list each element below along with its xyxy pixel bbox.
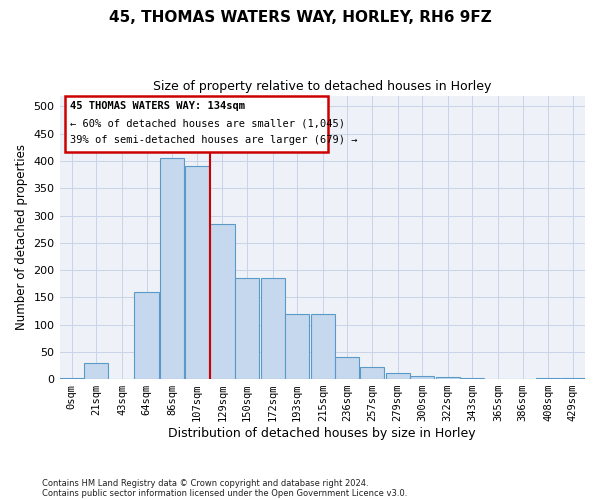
Text: 45, THOMAS WATERS WAY, HORLEY, RH6 9FZ: 45, THOMAS WATERS WAY, HORLEY, RH6 9FZ bbox=[109, 10, 491, 25]
Text: 39% of semi-detached houses are larger (679) →: 39% of semi-detached houses are larger (… bbox=[70, 135, 358, 145]
Text: ← 60% of detached houses are smaller (1,045): ← 60% of detached houses are smaller (1,… bbox=[70, 118, 345, 128]
Bar bbox=[211, 224, 235, 379]
Y-axis label: Number of detached properties: Number of detached properties bbox=[15, 144, 28, 330]
Bar bbox=[134, 292, 158, 379]
Bar bbox=[60, 378, 84, 379]
Bar bbox=[160, 158, 184, 379]
Bar bbox=[460, 378, 484, 379]
Bar bbox=[185, 166, 209, 379]
Bar bbox=[360, 367, 384, 379]
Bar bbox=[560, 378, 585, 379]
X-axis label: Distribution of detached houses by size in Horley: Distribution of detached houses by size … bbox=[169, 427, 476, 440]
Bar bbox=[436, 377, 460, 379]
FancyBboxPatch shape bbox=[65, 96, 328, 152]
Bar bbox=[335, 358, 359, 379]
Bar bbox=[260, 278, 285, 379]
Bar bbox=[84, 362, 109, 379]
Bar bbox=[311, 314, 335, 379]
Text: Contains public sector information licensed under the Open Government Licence v3: Contains public sector information licen… bbox=[42, 488, 407, 498]
Text: Contains HM Land Registry data © Crown copyright and database right 2024.: Contains HM Land Registry data © Crown c… bbox=[42, 478, 368, 488]
Bar bbox=[536, 378, 560, 379]
Bar bbox=[235, 278, 259, 379]
Title: Size of property relative to detached houses in Horley: Size of property relative to detached ho… bbox=[153, 80, 491, 93]
Bar bbox=[285, 314, 309, 379]
Bar bbox=[410, 376, 434, 379]
Bar bbox=[386, 372, 410, 379]
Text: 45 THOMAS WATERS WAY: 134sqm: 45 THOMAS WATERS WAY: 134sqm bbox=[70, 101, 245, 111]
